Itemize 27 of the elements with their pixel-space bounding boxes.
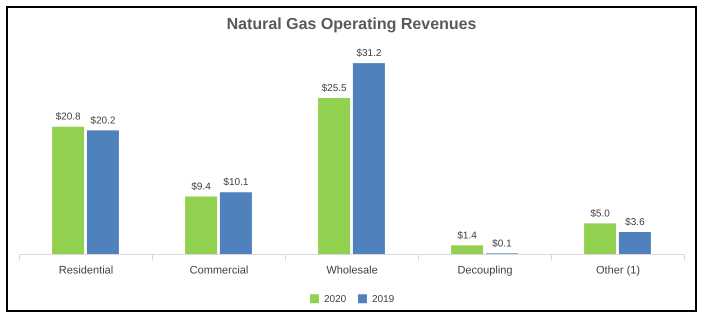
chart-title: Natural Gas Operating Revenues (226, 16, 477, 33)
bar (185, 196, 218, 254)
data-label: $10.1 (223, 177, 249, 188)
bar (618, 232, 651, 254)
bar (318, 98, 350, 254)
bar (584, 223, 616, 254)
data-label: $31.2 (356, 48, 382, 60)
data-label: $25.5 (322, 82, 348, 94)
x-tick-label: Commercial (190, 264, 248, 276)
data-label: $3.6 (625, 216, 646, 228)
data-label: $1.4 (457, 230, 478, 242)
bar (86, 130, 119, 254)
x-tick-label: Decoupling (457, 264, 513, 276)
data-label: $20.8 (56, 112, 82, 123)
x-tick-label: Wholesale (326, 264, 378, 276)
legend-label: 2020 (324, 294, 347, 305)
bar (352, 63, 385, 254)
x-tick-label: Other (1) (596, 264, 640, 276)
data-label: $0.1 (492, 238, 512, 250)
bar (451, 245, 484, 254)
x-tick-label: Residential (58, 264, 114, 276)
bar (52, 126, 84, 254)
legend-label: 2019 (372, 294, 395, 305)
data-label: $20.2 (90, 115, 116, 126)
bar (220, 192, 252, 254)
data-label: $9.4 (191, 181, 212, 192)
data-label: $5.0 (590, 208, 610, 220)
